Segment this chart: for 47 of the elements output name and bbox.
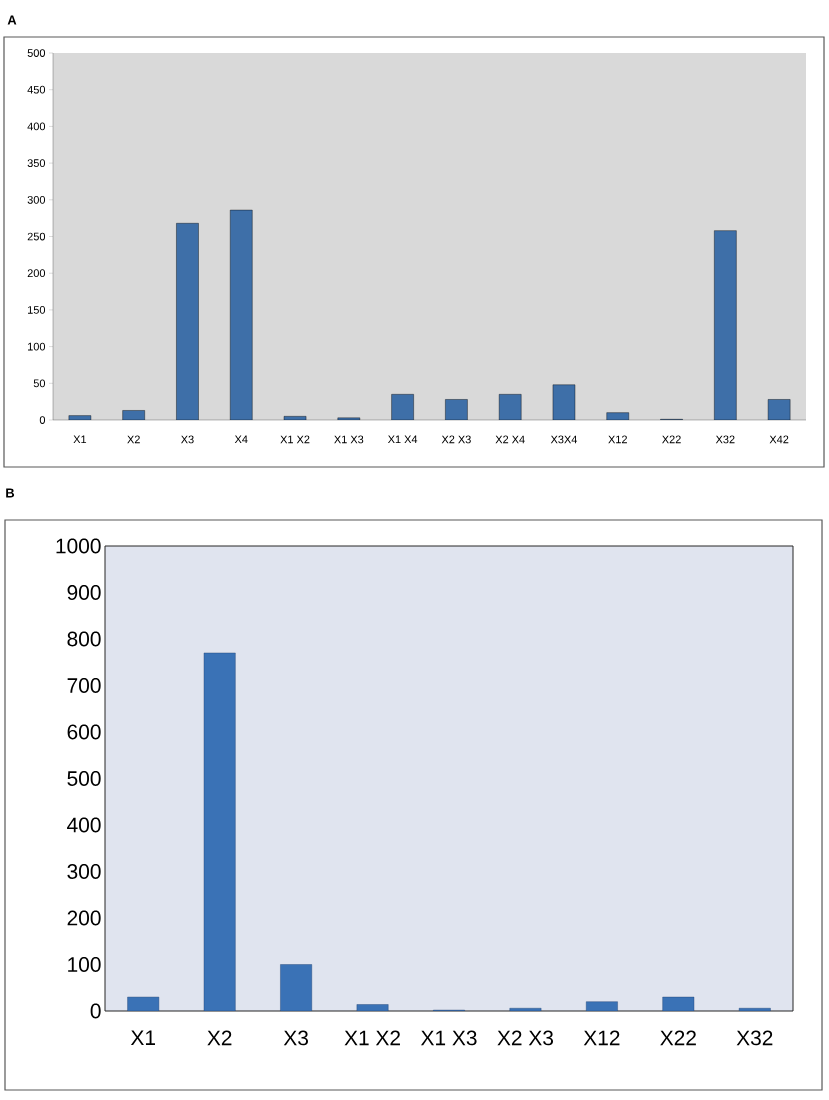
y-tick-label: 800 xyxy=(67,631,101,647)
x-tick-label: X2 X3 xyxy=(497,1030,554,1046)
y-tick-label: 300 xyxy=(67,864,101,879)
x-tick-label: X32 xyxy=(715,435,735,444)
x-tick-label: X1 X2 xyxy=(344,1030,400,1046)
x-tick-label: X3X4 xyxy=(550,435,578,444)
y-tick-label: 250 xyxy=(27,232,46,241)
y-tick-label: 600 xyxy=(67,724,101,740)
x-tick-label: X2 X4 xyxy=(495,435,525,444)
x-tick-label: X22 xyxy=(660,1030,696,1046)
y-tick-label: 400 xyxy=(27,122,46,131)
y-tick-label: 0 xyxy=(39,416,46,424)
y-tick-label: 400 xyxy=(67,817,101,833)
x-tick-label: X3 xyxy=(283,1030,308,1046)
x-tick-label: X4 xyxy=(234,435,248,444)
x-tick-label: X2 X3 xyxy=(441,435,471,444)
x-tick-label: X3 xyxy=(181,435,194,444)
x-tick-label: X1 X4 xyxy=(387,435,418,444)
y-tick-label: 150 xyxy=(28,306,46,314)
x-tick-label: X2 xyxy=(127,435,140,444)
y-tick-label: 50 xyxy=(33,379,46,388)
x-tick-label: X12 xyxy=(583,1030,620,1046)
x-tick-label: X22 xyxy=(662,435,681,444)
x-tick-label: X1 X2 xyxy=(280,435,310,444)
y-tick-label: 0 xyxy=(90,1003,101,1019)
x-tick-label: X2 xyxy=(207,1030,232,1046)
x-tick-label: X1 xyxy=(130,1030,155,1045)
y-tick-label: 100 xyxy=(28,342,46,351)
chart-title: B xyxy=(6,488,15,498)
y-tick-label: 1000 xyxy=(56,538,101,554)
y-tick-label: 500 xyxy=(27,49,46,57)
y-tick-label: 300 xyxy=(27,195,46,204)
y-tick-label: 450 xyxy=(27,85,46,94)
x-tick-label: X12 xyxy=(608,435,627,444)
x-tick-label: X1 X3 xyxy=(334,435,364,444)
y-tick-label: 700 xyxy=(67,678,101,693)
y-tick-label: 900 xyxy=(67,585,101,600)
x-tick-label: X1 X3 xyxy=(420,1030,477,1046)
y-tick-label: 500 xyxy=(67,771,101,786)
x-tick-label: X42 xyxy=(769,435,789,444)
y-tick-label: 200 xyxy=(27,269,46,278)
chart-title: A xyxy=(7,15,17,25)
x-tick-label: X32 xyxy=(736,1030,773,1046)
y-tick-label: 100 xyxy=(68,957,101,972)
y-tick-label: 350 xyxy=(27,159,46,167)
y-tick-label: 200 xyxy=(67,910,101,926)
x-tick-label: X1 xyxy=(73,435,87,444)
